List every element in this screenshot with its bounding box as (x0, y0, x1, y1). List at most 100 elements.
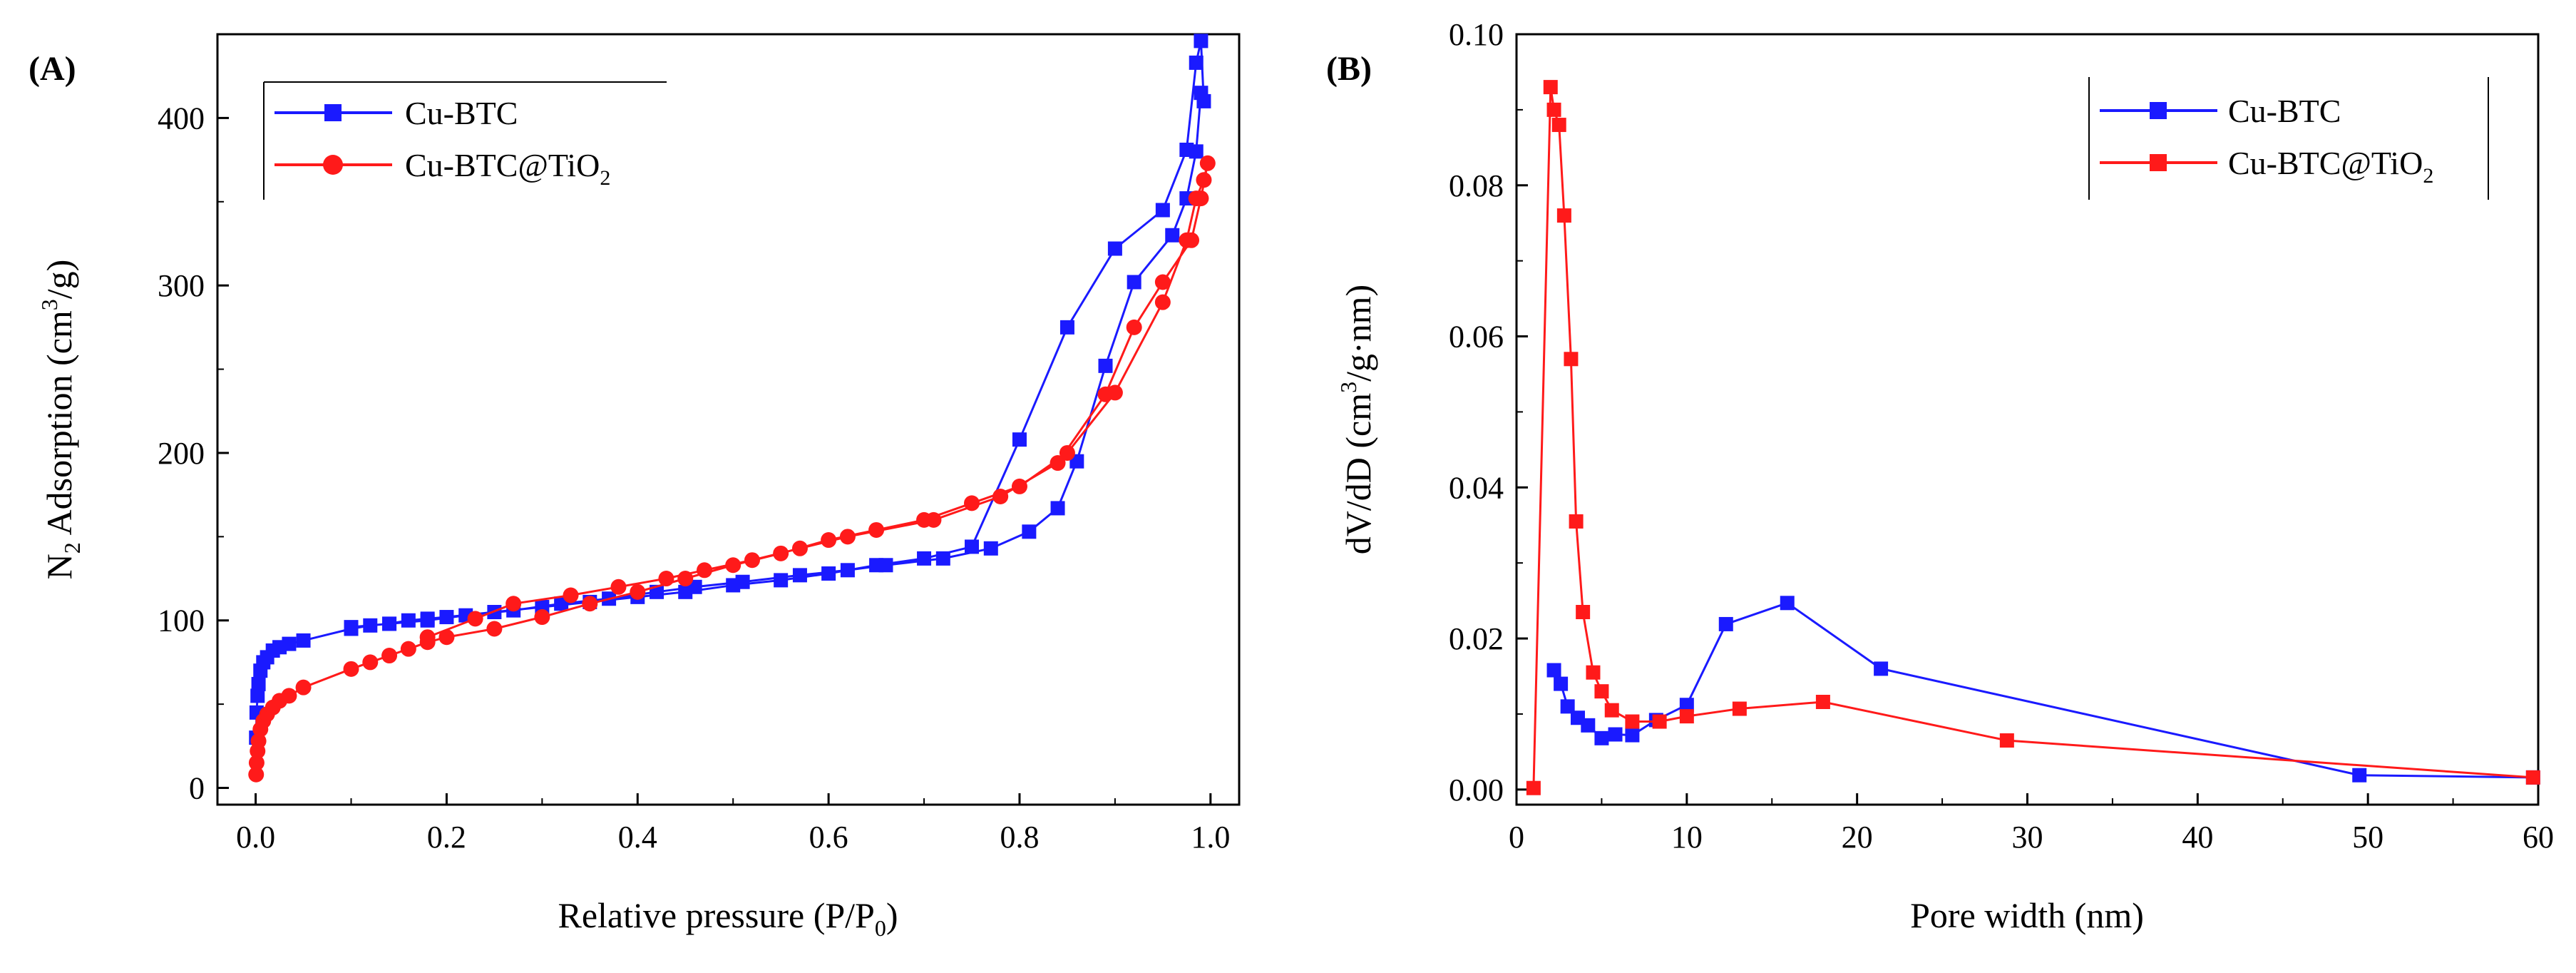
b-data-point (1679, 698, 1694, 713)
a-data-point (381, 648, 398, 664)
a-data-point (773, 545, 789, 561)
b-data-point (1594, 684, 1609, 699)
a-x-axis-title: Relative pressure (P/P0) (558, 895, 898, 941)
a-y-tick-label: 300 (158, 268, 205, 303)
b-data-point (1718, 616, 1733, 631)
a-x-tick-label: 0.0 (236, 820, 275, 855)
b-data-point (1543, 80, 1558, 95)
a-data-point (983, 541, 998, 556)
a-data-point (344, 620, 359, 635)
a-data-point (582, 596, 598, 612)
a-data-point (821, 566, 836, 581)
a-data-point (964, 495, 980, 511)
a-data-point (935, 551, 950, 566)
a-data-point (878, 558, 893, 573)
a-series-line-1 (255, 162, 1209, 775)
a-data-point (1050, 501, 1065, 516)
a-data-point (1011, 478, 1027, 494)
b-y-tick-label: 0.00 (1449, 773, 1504, 808)
a-y-tick-label: 100 (158, 603, 205, 638)
a-data-point (439, 610, 454, 625)
a-data-point (821, 532, 837, 549)
b-data-point (1560, 699, 1575, 714)
a-legend-marker-cu-btc-tio2 (323, 155, 343, 175)
a-data-point (419, 629, 436, 646)
a-x-tick-label: 0.8 (1000, 820, 1039, 855)
a-data-point (677, 571, 694, 587)
a-series-line-0 (255, 39, 1205, 738)
panel-a-label: (A) (29, 50, 76, 88)
a-x-tick-label: 0.2 (427, 820, 466, 855)
panel-b: (B) 0 10 20 30 40 50 60 0.00 0.02 0.04 0.06 0.08 0.1… (1326, 17, 2554, 935)
a-data-point (992, 489, 1009, 504)
b-x-tick-label: 60 (2523, 820, 2554, 855)
a-data-point (281, 688, 297, 704)
b-x-tick-label: 10 (1671, 820, 1703, 855)
b-data-point (1556, 208, 1571, 223)
a-data-point (658, 571, 674, 587)
b-legend-label-cu-btc: Cu-BTC (2228, 93, 2341, 129)
a-data-point (1199, 155, 1216, 171)
a-x-tick-label: 1.0 (1191, 820, 1230, 855)
b-data-point (1874, 661, 1889, 676)
a-x-tick-label: 0.4 (618, 820, 657, 855)
a-data-point (1165, 228, 1180, 243)
a-data-point (725, 557, 742, 574)
a-data-point (1127, 275, 1141, 290)
a-data-point (363, 618, 378, 633)
b-y-tick-label: 0.08 (1449, 168, 1504, 203)
b-data-point (1999, 733, 2014, 748)
a-legend: Cu-BTC Cu-BTC@TiO2 (263, 81, 667, 200)
a-data-point (774, 573, 789, 588)
a-data-point (362, 654, 379, 671)
a-data-point (250, 733, 267, 749)
a-data-point (840, 563, 855, 578)
b-data-point (1679, 709, 1694, 724)
a-data-point (251, 676, 266, 691)
b-data-point (1625, 714, 1640, 729)
b-y-tick-label: 0.04 (1449, 470, 1504, 505)
a-data-point (735, 574, 750, 589)
b-data-point (1625, 728, 1640, 743)
a-data-point (965, 539, 980, 554)
a-data-point (400, 641, 416, 657)
b-series-line-1 (1532, 86, 2533, 788)
b-x-tick-label: 20 (1842, 820, 1873, 855)
a-data-point (534, 609, 550, 626)
b-x-tick-label: 0 (1509, 820, 1524, 855)
b-legend-marker-cu-btc-tio2 (2150, 154, 2167, 171)
a-data-point (839, 529, 856, 545)
b-data-point (1546, 663, 1561, 678)
a-data-point (925, 511, 942, 528)
b-series (1526, 80, 2540, 795)
a-series (248, 34, 1216, 783)
a-data-point (282, 636, 297, 651)
a-data-point (868, 521, 885, 538)
a-data-point (1193, 190, 1209, 207)
b-data-point (1780, 596, 1795, 611)
a-data-point (610, 579, 627, 595)
a-data-point (343, 661, 359, 677)
a-data-point (295, 679, 312, 696)
a-x-tick-label: 0.6 (809, 820, 848, 855)
b-data-point (1581, 718, 1596, 733)
a-data-point (506, 596, 522, 612)
b-y-tick-label: 0.10 (1449, 17, 1504, 52)
b-y-axis-title: dV/dD (cm3/g·nm) (1335, 285, 1378, 554)
a-data-point (1196, 172, 1212, 188)
a-data-point (296, 633, 311, 648)
a-data-point (486, 621, 503, 637)
a-y-tick-label: 200 (158, 436, 205, 471)
a-data-point (1189, 144, 1204, 159)
b-data-point (1564, 352, 1579, 367)
a-data-point (744, 552, 760, 569)
a-data-point (248, 766, 265, 783)
panel-b-label: (B) (1326, 50, 1372, 88)
b-legend: Cu-BTC Cu-BTC@TiO2 (2088, 77, 2489, 200)
b-data-point (1604, 703, 1619, 718)
a-data-point (1022, 524, 1037, 539)
a-data-point (697, 562, 713, 579)
plot-frame-a (216, 33, 1241, 806)
b-data-point (1815, 695, 1830, 709)
